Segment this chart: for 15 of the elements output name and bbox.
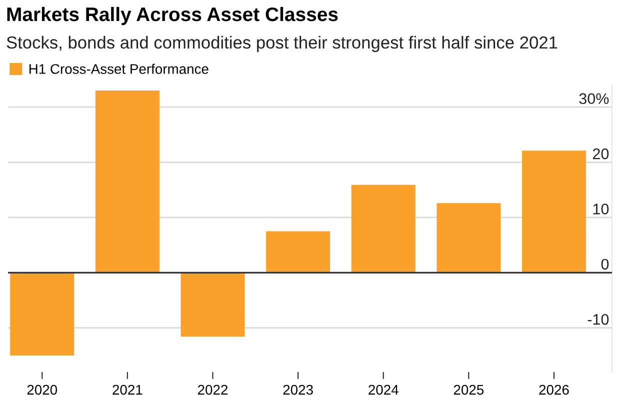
legend-label: H1 Cross-Asset Performance [29, 64, 208, 74]
y-tick-label: -10 [588, 314, 609, 325]
y-tick-label: 0 [601, 258, 609, 270]
chart-subtitle: Stocks, bonds and commodities post their strongest first half since 2021 [6, 36, 558, 52]
x-tick-label: 2020 [27, 384, 58, 395]
chart-title: Markets Rally Across Asset Classes [7, 6, 338, 26]
x-tick-label: 2026 [539, 384, 569, 395]
x-tick-label: 2024 [368, 384, 398, 395]
y-tick-label: 30% [579, 93, 609, 104]
y-tick-label: 10 [593, 204, 609, 214]
x-tick-label: 2022 [198, 384, 228, 395]
x-tick-label: 2021 [112, 384, 142, 395]
x-tick-label: 2023 [283, 384, 313, 395]
x-tick-label: 2025 [454, 384, 484, 395]
y-tick-label: 20 [593, 148, 609, 160]
